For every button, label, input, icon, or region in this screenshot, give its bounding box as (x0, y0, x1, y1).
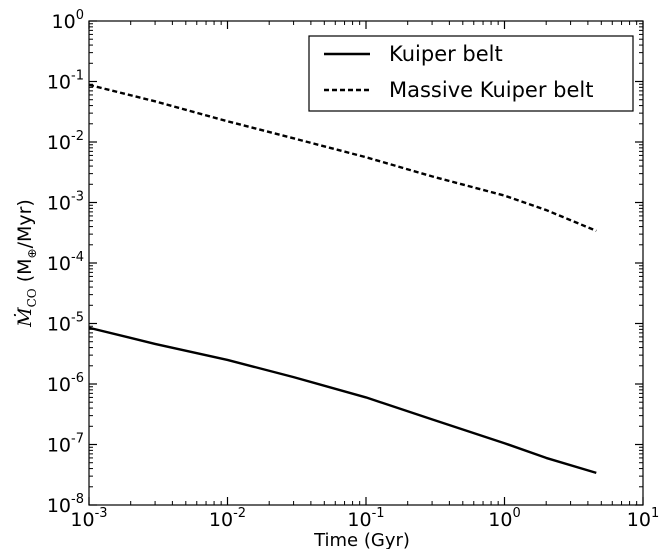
y-tick-label: 10-6 (47, 371, 84, 396)
y-tick-label: 100 (52, 8, 84, 33)
legend: Kuiper belt Massive Kuiper belt (308, 35, 634, 112)
y-axis-units: (M (14, 258, 36, 288)
major-ticks (88, 20, 644, 506)
plot-frame (88, 20, 644, 506)
y-tick-label: 10-1 (47, 69, 84, 94)
series-layer (88, 83, 597, 475)
minor-ticks (89, 21, 643, 505)
y-axis-title: ṀCO (M⊕/Myr) (13, 199, 39, 328)
y-tick-label: 10-2 (47, 129, 84, 154)
series-line-kuiper-belt (88, 326, 597, 475)
y-tick-label: 10-3 (47, 190, 84, 215)
legend-frame (308, 35, 634, 112)
x-tick-label: 100 (488, 506, 520, 531)
y-tick-label: 10-7 (47, 432, 84, 457)
series-line-massive-kuiper-belt (88, 83, 597, 232)
x-tick-label: 10-2 (209, 506, 246, 531)
legend-label-kuiper-belt: Kuiper belt (389, 42, 503, 66)
y-axis-subscript: CO (25, 288, 39, 307)
x-tick-label: 10-1 (347, 506, 384, 531)
y-tick-label: 10-8 (47, 492, 84, 517)
y-axis-units-subscript: ⊕ (25, 248, 39, 258)
tick-labels: 10-3 10-2 10-1 100 101 10-8 10-7 10-6 10-5 10-4 10… (47, 8, 659, 531)
y-tick-label: 10-5 (47, 311, 84, 336)
x-axis-title: Time (Gyr) (313, 530, 410, 549)
legend-label-massive-kuiper-belt: Massive Kuiper belt (389, 78, 593, 102)
y-axis-units-tail: /Myr) (14, 199, 36, 248)
x-tick-label: 10-3 (70, 506, 107, 531)
y-tick-label: 10-4 (47, 250, 84, 275)
y-axis-symbol: Ṁ (13, 307, 36, 328)
x-tick-label: 101 (627, 506, 659, 531)
